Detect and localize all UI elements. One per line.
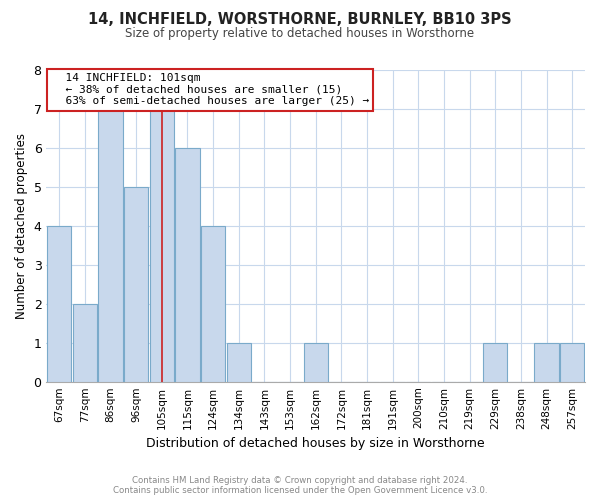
Bar — [201, 226, 226, 382]
Bar — [124, 187, 148, 382]
Text: Contains HM Land Registry data © Crown copyright and database right 2024.
Contai: Contains HM Land Registry data © Crown c… — [113, 476, 487, 495]
Bar — [227, 342, 251, 382]
Text: Size of property relative to detached houses in Worsthorne: Size of property relative to detached ho… — [125, 28, 475, 40]
Bar — [98, 109, 123, 382]
Bar — [560, 342, 584, 382]
Bar — [483, 342, 508, 382]
Bar — [149, 109, 174, 382]
Bar — [535, 342, 559, 382]
Bar — [304, 342, 328, 382]
Y-axis label: Number of detached properties: Number of detached properties — [15, 133, 28, 319]
Bar — [47, 226, 71, 382]
Bar — [73, 304, 97, 382]
X-axis label: Distribution of detached houses by size in Worsthorne: Distribution of detached houses by size … — [146, 437, 485, 450]
Bar — [175, 148, 200, 382]
Text: 14, INCHFIELD, WORSTHORNE, BURNLEY, BB10 3PS: 14, INCHFIELD, WORSTHORNE, BURNLEY, BB10… — [88, 12, 512, 28]
Text: 14 INCHFIELD: 101sqm
  ← 38% of detached houses are smaller (15)
  63% of semi-d: 14 INCHFIELD: 101sqm ← 38% of detached h… — [52, 73, 369, 106]
